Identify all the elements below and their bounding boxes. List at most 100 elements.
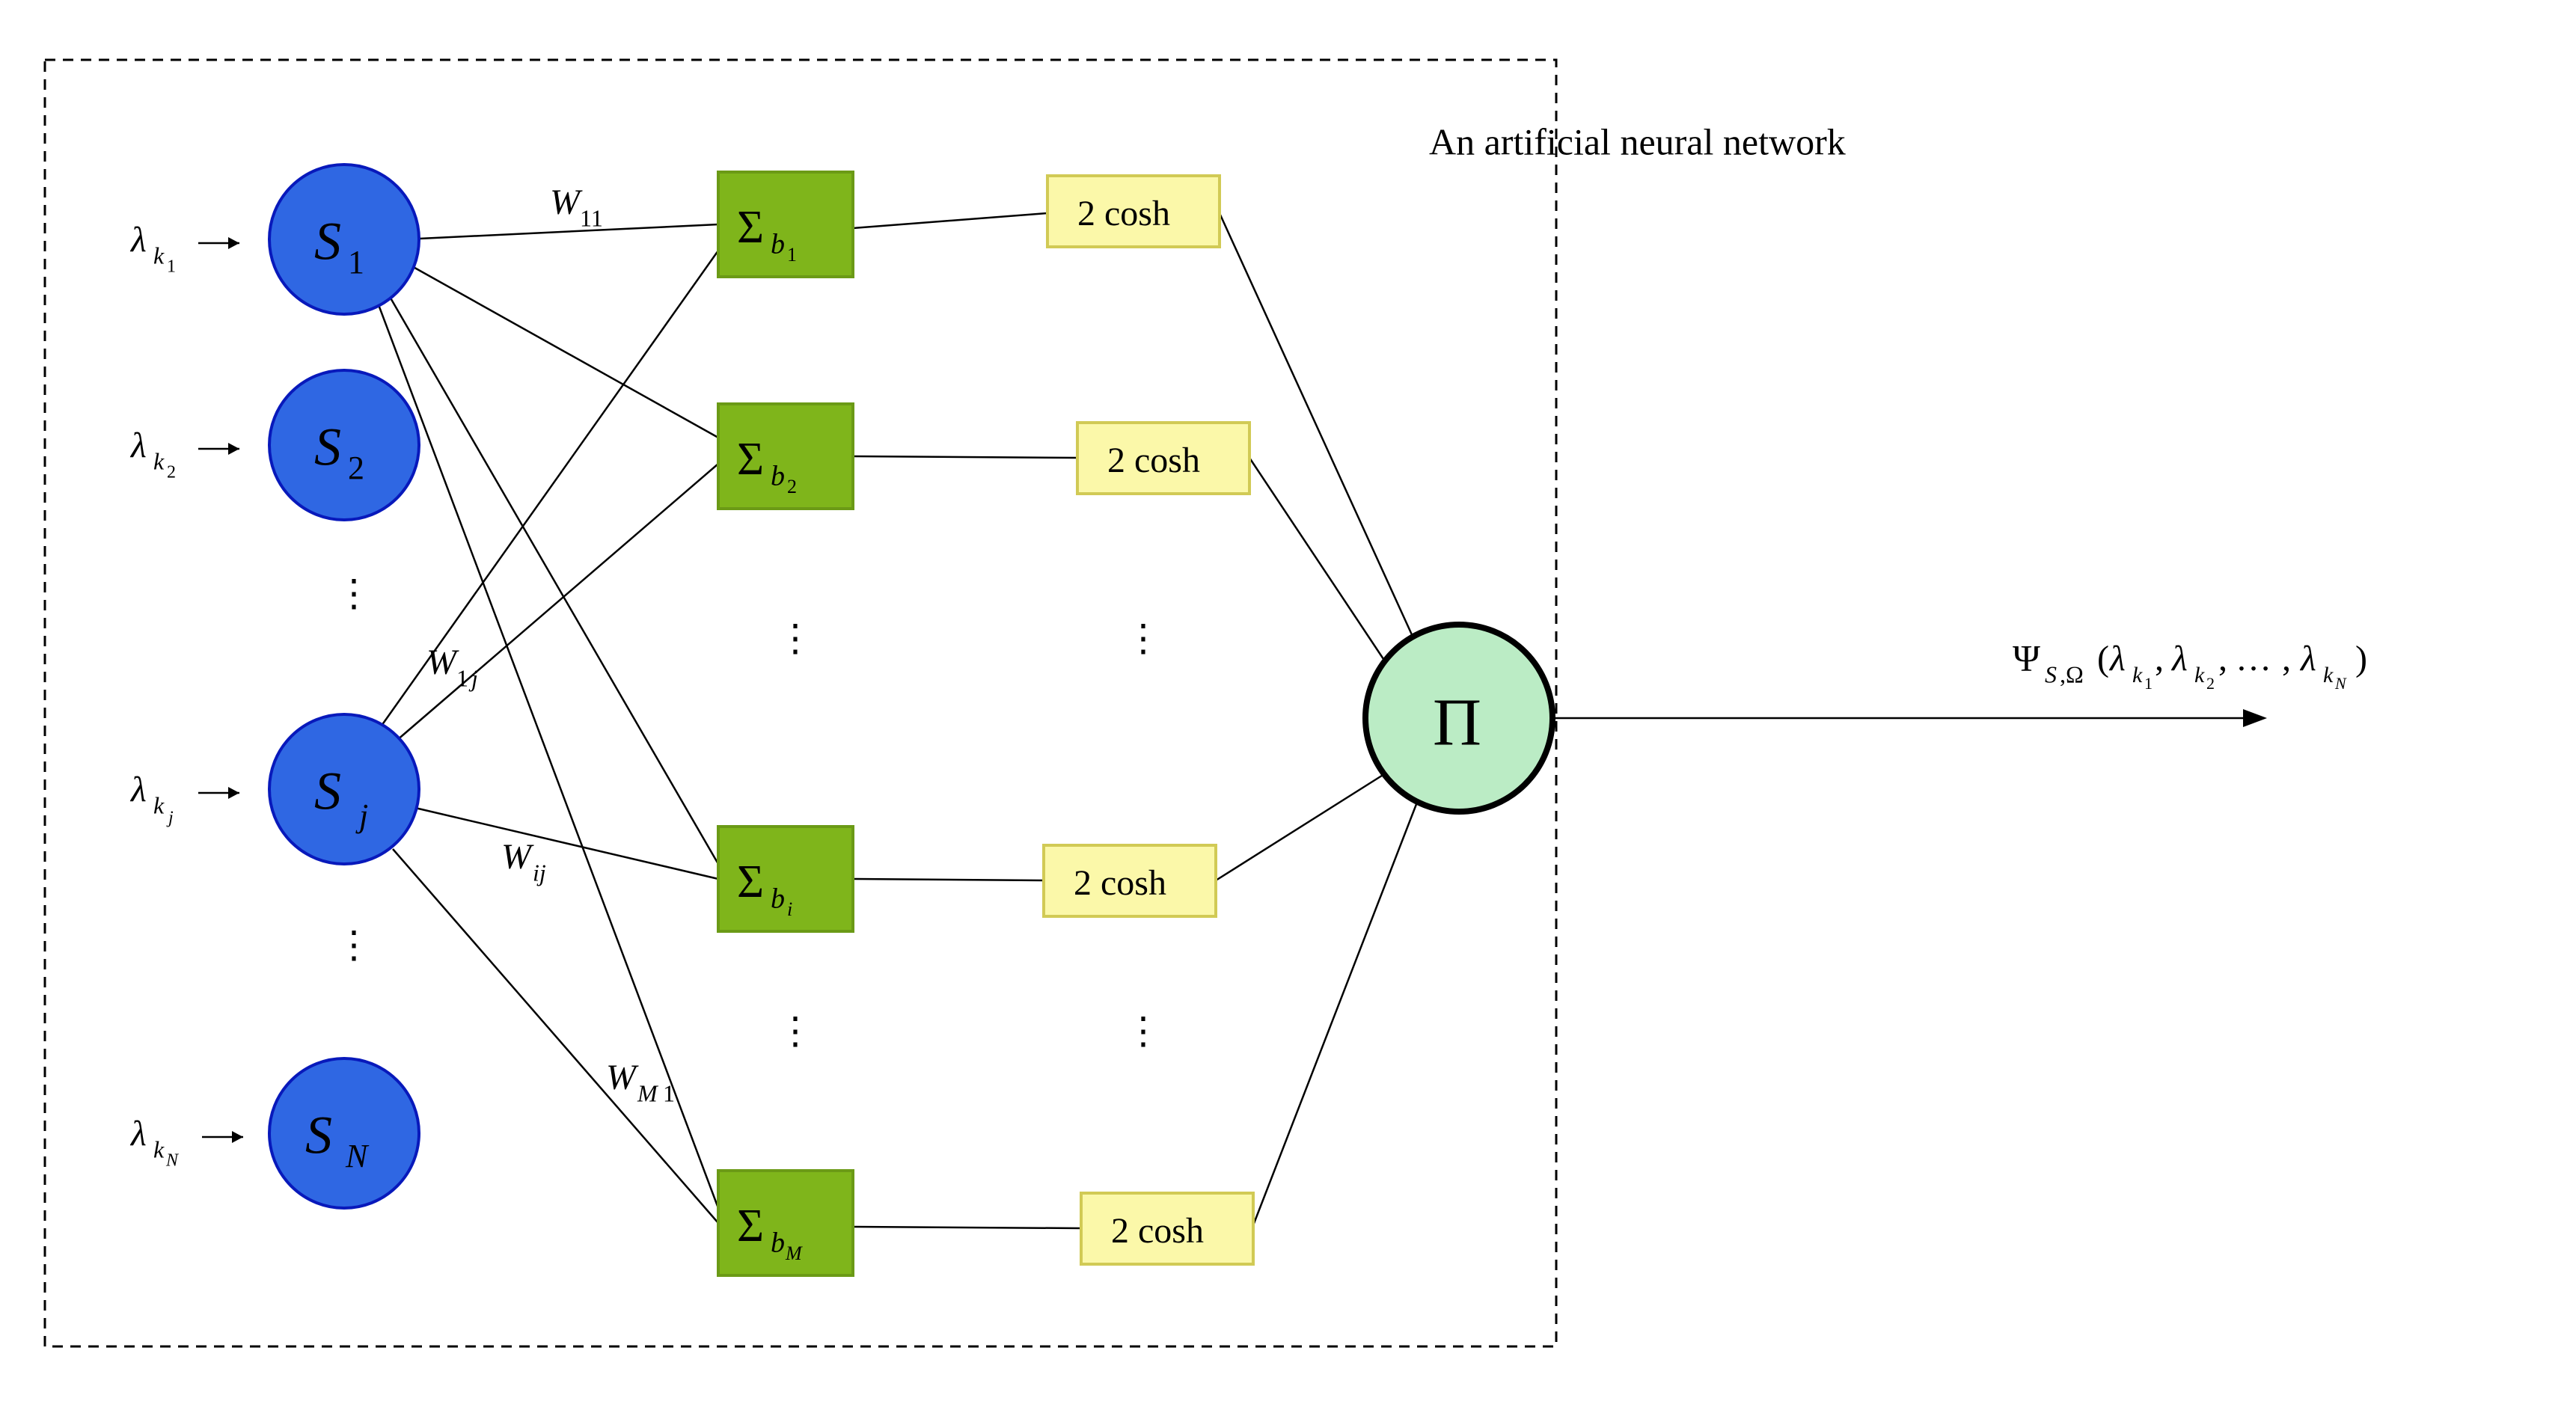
s1-label-sub: 1: [348, 244, 364, 281]
lambda-k2: λ k 2: [129, 426, 239, 482]
edge-s1-sig1: [404, 224, 718, 239]
svg-text:W: W: [426, 643, 459, 682]
svg-text:λ: λ: [2108, 639, 2126, 678]
svg-text:b: b: [771, 229, 785, 260]
svg-text:1: 1: [456, 664, 468, 691]
svg-text:λ: λ: [129, 1114, 147, 1153]
svg-text:i: i: [787, 898, 792, 920]
svg-text:M: M: [785, 1242, 803, 1264]
svg-text:b: b: [771, 883, 785, 915]
svg-text:…: …: [2236, 639, 2271, 678]
svg-text:Ψ: Ψ: [2013, 637, 2040, 678]
sigma-node-i: Σ b i: [718, 827, 853, 931]
input-node-s2: S 2: [269, 370, 419, 520]
svg-text:): ): [2355, 639, 2367, 678]
sN-label-main: S: [305, 1106, 332, 1165]
input-node-sN: S N: [269, 1058, 419, 1208]
svg-text:,: ,: [2282, 639, 2291, 678]
svg-text:M: M: [637, 1079, 659, 1106]
svg-text:ij: ij: [533, 859, 546, 886]
s2-label-sub: 2: [348, 450, 364, 486]
lambda-kN: λ k N: [129, 1114, 243, 1171]
edge-sj-sig2: [397, 464, 718, 741]
edge-s1-sigM: [378, 303, 718, 1208]
cosh-node-2: 2 cosh: [1077, 423, 1249, 494]
cosh-node-i: 2 cosh: [1044, 845, 1216, 916]
svg-text:2 cosh: 2 cosh: [1074, 863, 1166, 903]
edge-sigM-cM: [853, 1227, 1081, 1228]
svg-text:k: k: [2323, 663, 2334, 687]
sigma-node-M: Σ b M: [718, 1171, 853, 1275]
input-node-s1: S 1: [269, 165, 419, 314]
svg-text:1: 1: [787, 244, 797, 266]
edge-ci-pi: [1216, 774, 1384, 880]
svg-text:b: b: [771, 1228, 785, 1259]
network-svg: An artificial neural network S 1: [0, 0, 2576, 1419]
svg-text:N: N: [2334, 674, 2347, 693]
edge-c2-pi: [1249, 458, 1388, 666]
s2-label-main: S: [314, 417, 341, 477]
lambda-kj: λ k j: [129, 770, 239, 828]
svg-text:2: 2: [2206, 674, 2215, 693]
edge-cM-pi: [1253, 800, 1418, 1225]
svg-text:λ: λ: [129, 770, 147, 809]
svg-text:λ: λ: [2299, 639, 2316, 678]
edge-sig1-c1: [853, 213, 1047, 228]
s1-label-main: S: [314, 212, 341, 272]
cosh-vdots-1: ⋮: [1125, 617, 1162, 659]
cosh-node-M: 2 cosh: [1081, 1193, 1253, 1264]
sj-label-main: S: [314, 761, 341, 821]
svg-text:1: 1: [2144, 674, 2153, 693]
input-vdots-2: ⋮: [335, 924, 373, 966]
weight-W11: W 11: [550, 183, 603, 231]
output-arrow: [1552, 709, 2267, 727]
svg-text:Σ: Σ: [737, 856, 764, 907]
diagram-container: An artificial neural network S 1: [0, 0, 2576, 1419]
sigma-vdots-1: ⋮: [777, 617, 814, 659]
svg-text:b: b: [771, 461, 785, 492]
svg-text:k: k: [153, 791, 165, 818]
weight-W1j: W 1 j: [426, 643, 478, 691]
svg-text:k: k: [153, 242, 165, 269]
svg-text:2: 2: [167, 463, 176, 482]
svg-text:W: W: [550, 183, 583, 222]
svg-text:(: (: [2097, 639, 2109, 678]
svg-text:k: k: [2194, 663, 2205, 687]
svg-text:2 cosh: 2 cosh: [1107, 441, 1200, 480]
sigma-node-1: Σ b 1: [718, 172, 853, 277]
svg-text:11: 11: [580, 204, 603, 231]
cosh-node-1: 2 cosh: [1047, 176, 1220, 247]
edge-sj-sigi: [415, 808, 718, 879]
cosh-vdots-2: ⋮: [1125, 1010, 1162, 1052]
svg-text:,Ω: ,Ω: [2060, 661, 2084, 687]
svg-text:W: W: [501, 837, 534, 877]
svg-text:k: k: [153, 1135, 165, 1162]
svg-text:N: N: [165, 1151, 180, 1171]
svg-text:k: k: [153, 447, 165, 474]
svg-text:j: j: [166, 809, 174, 828]
svg-text:2 cosh: 2 cosh: [1111, 1211, 1204, 1251]
svg-text:Σ: Σ: [737, 202, 764, 253]
svg-text:Σ: Σ: [737, 1201, 764, 1251]
pi-node: Π: [1365, 625, 1552, 812]
cosh-layer: 2 cosh 2 cosh 2 cosh 2 cosh: [1044, 176, 1253, 1264]
edge-s1-sig2: [404, 262, 718, 438]
edge-sj-sigM: [393, 849, 718, 1223]
edge-sig2-c2: [853, 456, 1077, 458]
edge-sigi-ci: [853, 879, 1044, 880]
title-text: An artificial neural network: [1429, 120, 1846, 162]
svg-text:1: 1: [663, 1079, 675, 1106]
sigma-node-2: Σ b 2: [718, 404, 853, 509]
edges-s-to-sigma: [378, 224, 718, 1223]
sigma-layer: Σ b 1 Σ b 2 Σ b i Σ b M: [718, 172, 853, 1275]
edge-s1-sigi: [389, 295, 718, 864]
input-layer: S 1 S 2 S j S N: [269, 165, 419, 1208]
input-arrows: λ k 1 λ k 2 λ k j λ k N: [129, 220, 243, 1171]
sN-label-sub: N: [345, 1138, 370, 1174]
svg-text:,: ,: [2218, 639, 2227, 678]
pi-label: Π: [1433, 686, 1481, 760]
svg-text:,: ,: [2155, 639, 2164, 678]
svg-text:W: W: [606, 1058, 639, 1097]
svg-text:2 cosh: 2 cosh: [1077, 194, 1170, 233]
svg-text:λ: λ: [129, 426, 147, 465]
